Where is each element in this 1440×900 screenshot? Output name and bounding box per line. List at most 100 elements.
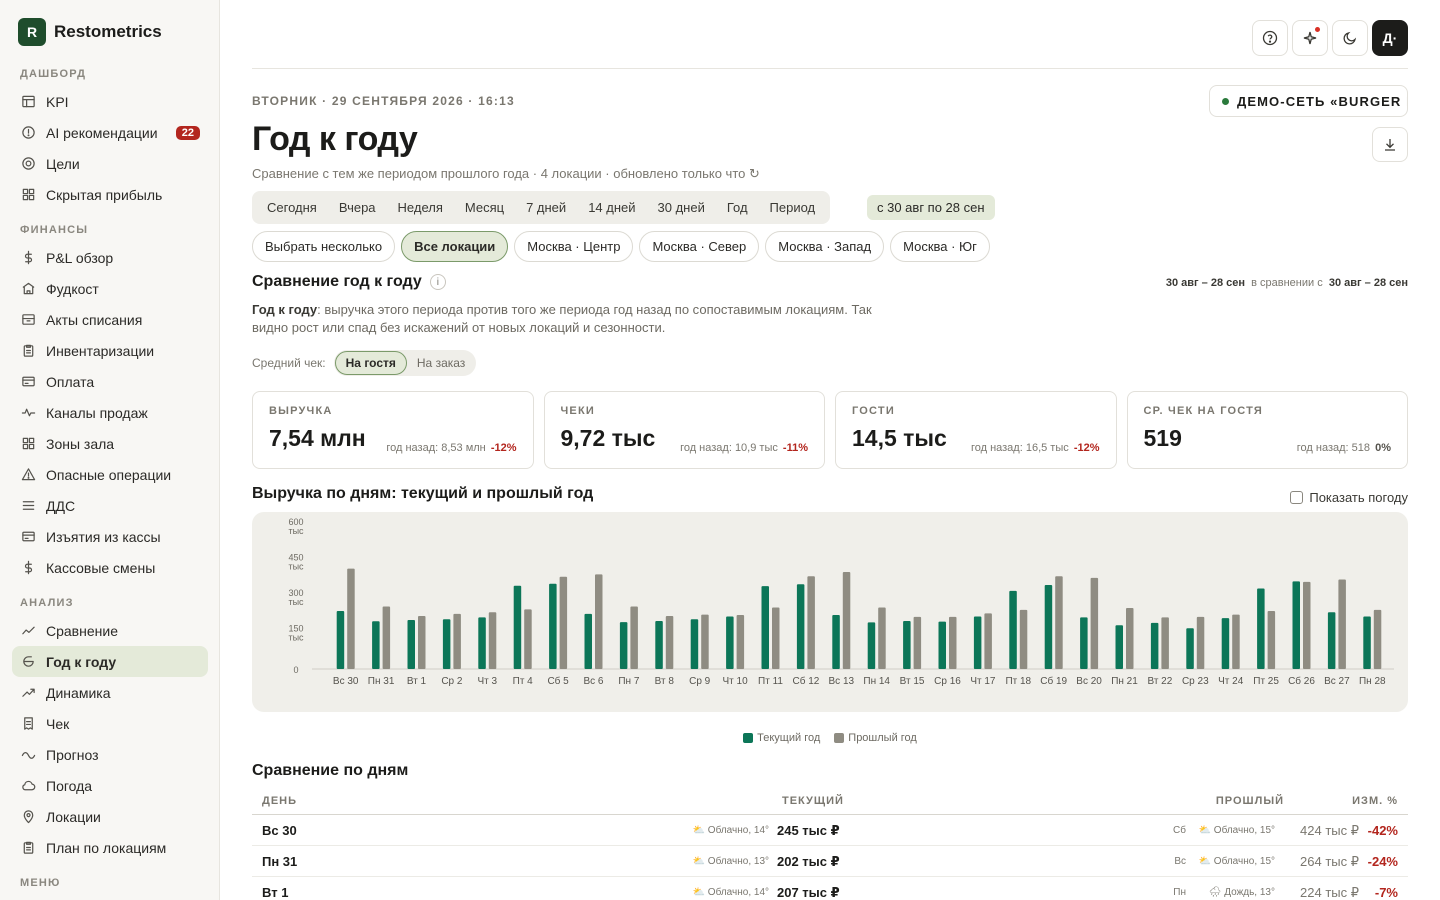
bar-previous[interactable]	[418, 615, 426, 669]
header-change[interactable]: Изм. %	[1352, 795, 1398, 807]
period-tab[interactable]: Неделя	[397, 200, 443, 215]
bar-current[interactable]	[478, 617, 486, 669]
bar-previous[interactable]	[949, 616, 957, 669]
sidebar-item[interactable]: Зоны зала	[12, 428, 208, 459]
bar-current[interactable]	[584, 613, 593, 669]
date-range-chip[interactable]: с 30 авг по 28 сен	[867, 195, 995, 220]
bar-previous[interactable]	[1161, 617, 1169, 669]
avg-per-guest-option[interactable]: На гостя	[334, 351, 407, 375]
sidebar-item[interactable]: Инвентаризации	[12, 335, 208, 366]
bar-previous[interactable]	[1338, 579, 1346, 669]
bar-previous[interactable]	[984, 613, 992, 669]
bar-current[interactable]	[1009, 590, 1017, 669]
bar-current[interactable]	[1115, 625, 1124, 669]
bar-current[interactable]	[973, 616, 982, 669]
bar-previous[interactable]	[347, 568, 355, 669]
bar-current[interactable]	[1257, 588, 1265, 669]
sidebar-item[interactable]: Сравнение	[12, 615, 208, 646]
table-row[interactable]: Пн 31 ⛅ Облачно, 13° 202 тыс ₽ Вс ⛅ Облачно,…	[252, 846, 1408, 877]
info-icon[interactable]: i	[429, 274, 446, 290]
download-button[interactable]	[1372, 127, 1408, 162]
bar-previous[interactable]	[1303, 581, 1311, 669]
sidebar-item[interactable]: Локации	[12, 801, 208, 832]
bar-current[interactable]	[796, 584, 805, 669]
sidebar-item[interactable]: KPI	[12, 86, 208, 117]
bar-previous[interactable]	[1090, 577, 1099, 669]
bar-current[interactable]	[867, 622, 876, 669]
bar-previous[interactable]	[842, 571, 851, 669]
sidebar-item[interactable]: Оплата	[12, 366, 208, 397]
avg-per-order-option[interactable]: На заказ	[416, 356, 466, 370]
bar-current[interactable]	[1044, 584, 1053, 669]
bar-previous[interactable]	[1232, 614, 1240, 669]
sidebar-item[interactable]: Динамика	[12, 677, 208, 708]
bar-current[interactable]	[690, 619, 699, 669]
bar-current[interactable]	[1221, 618, 1230, 669]
sidebar-item[interactable]: Фудкост	[12, 273, 208, 304]
bar-current[interactable]	[832, 615, 840, 669]
bar-current[interactable]	[1327, 612, 1336, 669]
bar-previous[interactable]	[1126, 607, 1134, 669]
ai-sparkle-button[interactable]	[1292, 20, 1328, 56]
header-current[interactable]: Текущий	[782, 795, 844, 807]
period-tab[interactable]: 7 дней	[526, 200, 567, 215]
bar-previous[interactable]	[382, 606, 391, 669]
period-tab[interactable]: Месяц	[464, 200, 505, 215]
period-tab[interactable]: Период	[769, 200, 816, 215]
bar-previous[interactable]	[1019, 609, 1028, 669]
bar-current[interactable]	[442, 619, 451, 669]
help-button[interactable]	[1252, 20, 1288, 56]
bar-current[interactable]	[726, 616, 734, 669]
table-row[interactable]: Вт 1 ⛅ Облачно, 14° 207 тыс ₽ Пн 🌧 Дождь, 13…	[252, 877, 1408, 900]
avatar[interactable]: Д·	[1372, 20, 1408, 56]
location-chip[interactable]: Москва · Центр	[514, 231, 634, 262]
bar-current[interactable]	[1292, 581, 1301, 669]
bar-previous[interactable]	[630, 606, 638, 669]
show-weather-checkbox[interactable]	[1290, 491, 1304, 504]
legend-previous[interactable]: Прошлый год	[834, 732, 917, 744]
sidebar-item[interactable]: Прогноз	[12, 739, 208, 770]
location-chip[interactable]: Выбрать несколько	[252, 231, 396, 262]
bar-current[interactable]	[903, 620, 911, 669]
bar-current[interactable]	[407, 620, 416, 669]
bar-previous[interactable]	[1373, 609, 1382, 669]
sidebar-item[interactable]: Скрытая прибыль	[12, 179, 208, 210]
period-tab[interactable]: 14 дней	[588, 200, 636, 215]
sidebar-item[interactable]: P&L обзор	[12, 242, 208, 273]
header-day[interactable]: День	[262, 795, 298, 807]
bar-previous[interactable]	[453, 613, 461, 669]
location-chip[interactable]: Москва · Запад	[765, 231, 885, 262]
bar-previous[interactable]	[488, 612, 497, 669]
bar-previous[interactable]	[1196, 616, 1205, 669]
sidebar-item[interactable]: Кассовые смены	[12, 552, 208, 583]
sidebar-item[interactable]: AI рекомендации 22	[12, 117, 208, 148]
period-tab[interactable]: 30 дней	[657, 200, 705, 215]
period-tab[interactable]: Год	[726, 200, 748, 215]
bar-current[interactable]	[1363, 616, 1371, 669]
sidebar-item[interactable]: Каналы продаж	[12, 397, 208, 428]
location-chip[interactable]: Все локации	[401, 231, 509, 262]
bar-current[interactable]	[761, 586, 770, 669]
legend-current[interactable]: Текущий год	[743, 732, 820, 744]
bar-previous[interactable]	[878, 607, 886, 669]
theme-toggle-button[interactable]	[1332, 20, 1368, 56]
bar-previous[interactable]	[913, 616, 922, 669]
bar-current[interactable]	[1150, 622, 1159, 669]
bar-previous[interactable]	[1267, 611, 1276, 669]
bar-current[interactable]	[549, 583, 557, 669]
bar-current[interactable]	[372, 621, 380, 669]
bar-previous[interactable]	[595, 574, 603, 669]
sidebar-item[interactable]: Цели	[12, 148, 208, 179]
bar-current[interactable]	[655, 620, 663, 669]
bar-previous[interactable]	[772, 607, 780, 669]
bar-previous[interactable]	[559, 576, 568, 669]
bar-previous[interactable]	[524, 609, 532, 669]
sidebar-item[interactable]: Акты списания	[12, 304, 208, 335]
bar-current[interactable]	[619, 622, 628, 669]
sidebar-item[interactable]: Год к году	[12, 646, 208, 677]
bar-previous[interactable]	[736, 615, 745, 669]
sidebar-item[interactable]: Опасные операции	[12, 459, 208, 490]
sidebar-item[interactable]: Изъятия из кассы	[12, 521, 208, 552]
sidebar-item[interactable]: План по локациям	[12, 832, 208, 863]
brand[interactable]: R Restometrics	[18, 18, 162, 46]
